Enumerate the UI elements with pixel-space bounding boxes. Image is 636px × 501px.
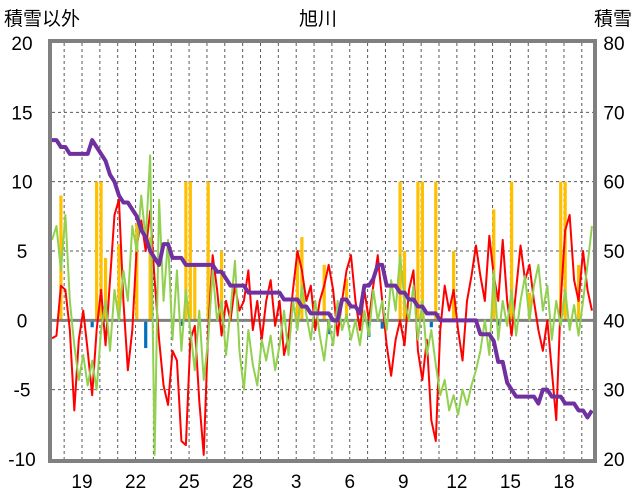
orange-bar [527,292,532,321]
orange-bar [322,264,326,321]
line-series [51,138,594,456]
orange-bar [148,237,152,321]
left-tick-label: 10 [11,173,32,194]
orange-bar [135,223,139,321]
left-axis-ticks: 20 15 10 5 0 -5 -10 [8,34,35,471]
right-tick-label: 40 [603,311,624,332]
x-tick-label: 3 [291,472,302,493]
orange-bar [219,251,224,321]
orange-bar [510,181,514,321]
x-tick-label: 18 [553,472,574,493]
orange-bar [59,195,63,321]
x-tick-label: 19 [71,472,92,493]
snow-depth-line [52,138,594,420]
orange-bar [295,251,300,321]
orange-bar [452,251,456,321]
orange-bar [193,264,197,321]
right-tick-label: 30 [603,381,624,402]
orange-bar [95,181,99,321]
blue-bar [90,320,94,328]
x-tick-label: 12 [446,472,467,493]
orange-bar [188,181,192,321]
x-tick-label: 6 [345,472,356,493]
right-tick-label: 60 [603,173,624,194]
plot-border [48,39,597,463]
orange-bar [559,181,563,321]
right-tick-label: 50 [603,242,624,263]
blue-bar [429,320,433,328]
right-tick-label: 20 [603,450,624,471]
orange-bar [420,181,424,321]
right-tick-label: 70 [603,103,624,124]
left-axis-label: 積雪以外 [4,8,80,30]
left-tick-label: -10 [8,450,35,471]
orange-bar [103,257,108,321]
x-tick-label: 9 [398,472,409,493]
blue-bar [144,320,148,349]
orange-bar [416,181,420,321]
bar-series [59,181,581,349]
x-tick-label: 15 [500,472,521,493]
orange-bar [492,209,496,321]
left-tick-label: -5 [14,381,31,402]
right-tick-label: 80 [603,34,624,55]
orange-bar [184,181,188,321]
orange-bar [402,251,407,321]
x-axis-ticks: 19 22 25 28 3 6 9 12 15 18 [71,472,574,493]
orange-bar [434,181,438,321]
x-tick-label: 25 [179,472,200,493]
x-tick-label: 22 [125,472,146,493]
left-tick-label: 0 [17,311,28,332]
orange-bar [563,181,567,321]
red-series-line [51,198,593,456]
right-axis-label: 積雪 [594,8,632,30]
left-tick-label: 5 [17,242,28,263]
left-tick-label: 20 [11,34,32,55]
blue-bar [179,320,184,326]
blue-bar [496,320,500,326]
green-series-line [51,154,593,456]
left-tick-label: 15 [11,103,32,124]
plot-frame [48,39,597,463]
orange-bar [99,181,103,321]
right-axis-ticks: 80 70 60 50 40 30 20 [603,34,624,471]
x-tick-label: 28 [232,472,253,493]
orange-bar [117,244,121,321]
orange-bar [398,181,402,321]
orange-bar [206,181,210,321]
orange-bar [300,237,304,321]
blue-bar [380,320,384,329]
chart-title: 旭川 [299,8,337,30]
